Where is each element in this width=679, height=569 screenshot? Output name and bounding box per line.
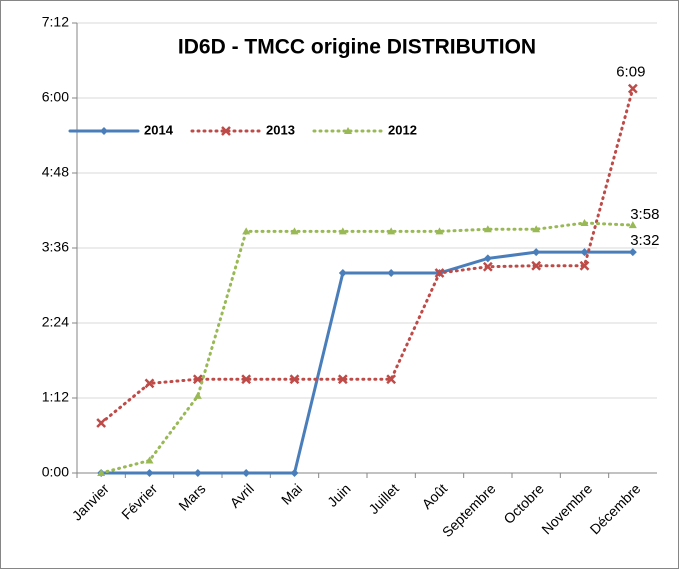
series-line: [99, 250, 635, 475]
chart-title: ID6D - TMCC origine DISTRIBUTION: [178, 36, 536, 59]
marker: [483, 254, 492, 263]
marker: [627, 83, 638, 94]
marker: [434, 268, 445, 278]
marker: [580, 248, 589, 257]
series-line: [99, 221, 635, 475]
y-tick-label: 6:00: [42, 89, 69, 105]
marker: [435, 227, 444, 235]
marker: [290, 469, 299, 477]
marker: [96, 418, 107, 428]
y-tick-label: 0:00: [42, 464, 69, 480]
marker: [97, 469, 106, 476]
data-label: 6:09: [616, 64, 645, 81]
marker: [145, 469, 154, 477]
marker: [289, 374, 300, 385]
y-tick-label: 1:12: [42, 389, 69, 405]
data-label: 3:58: [630, 206, 659, 223]
legend-label: 2014: [144, 122, 174, 137]
marker: [144, 378, 155, 389]
marker: [386, 374, 397, 385]
marker: [241, 374, 252, 385]
y-tick-label: 4:48: [42, 164, 69, 180]
y-tick-label: 7:12: [42, 14, 69, 30]
marker: [628, 221, 637, 229]
marker: [628, 248, 637, 257]
legend-label: 2013: [266, 122, 295, 137]
marker: [100, 127, 108, 135]
marker: [387, 227, 396, 235]
y-tick-label: 3:36: [42, 239, 69, 255]
marker: [532, 225, 541, 233]
marker: [338, 227, 347, 235]
marker: [580, 219, 589, 226]
marker: [145, 456, 154, 464]
marker: [531, 260, 542, 271]
marker: [290, 227, 299, 235]
legend-label: 2012: [388, 122, 417, 137]
marker: [242, 227, 251, 235]
marker: [344, 127, 352, 134]
data-label: 3:32: [630, 232, 659, 249]
marker: [579, 260, 590, 271]
marker: [193, 391, 202, 399]
y-tick-label: 2:24: [42, 314, 69, 330]
marker: [242, 469, 251, 477]
marker: [532, 248, 541, 257]
marker: [193, 469, 202, 477]
marker: [337, 374, 348, 385]
marker: [387, 269, 396, 277]
marker: [221, 126, 231, 136]
marker: [338, 269, 347, 277]
marker: [483, 225, 492, 233]
series-line: [99, 87, 635, 425]
marker: [482, 261, 493, 272]
